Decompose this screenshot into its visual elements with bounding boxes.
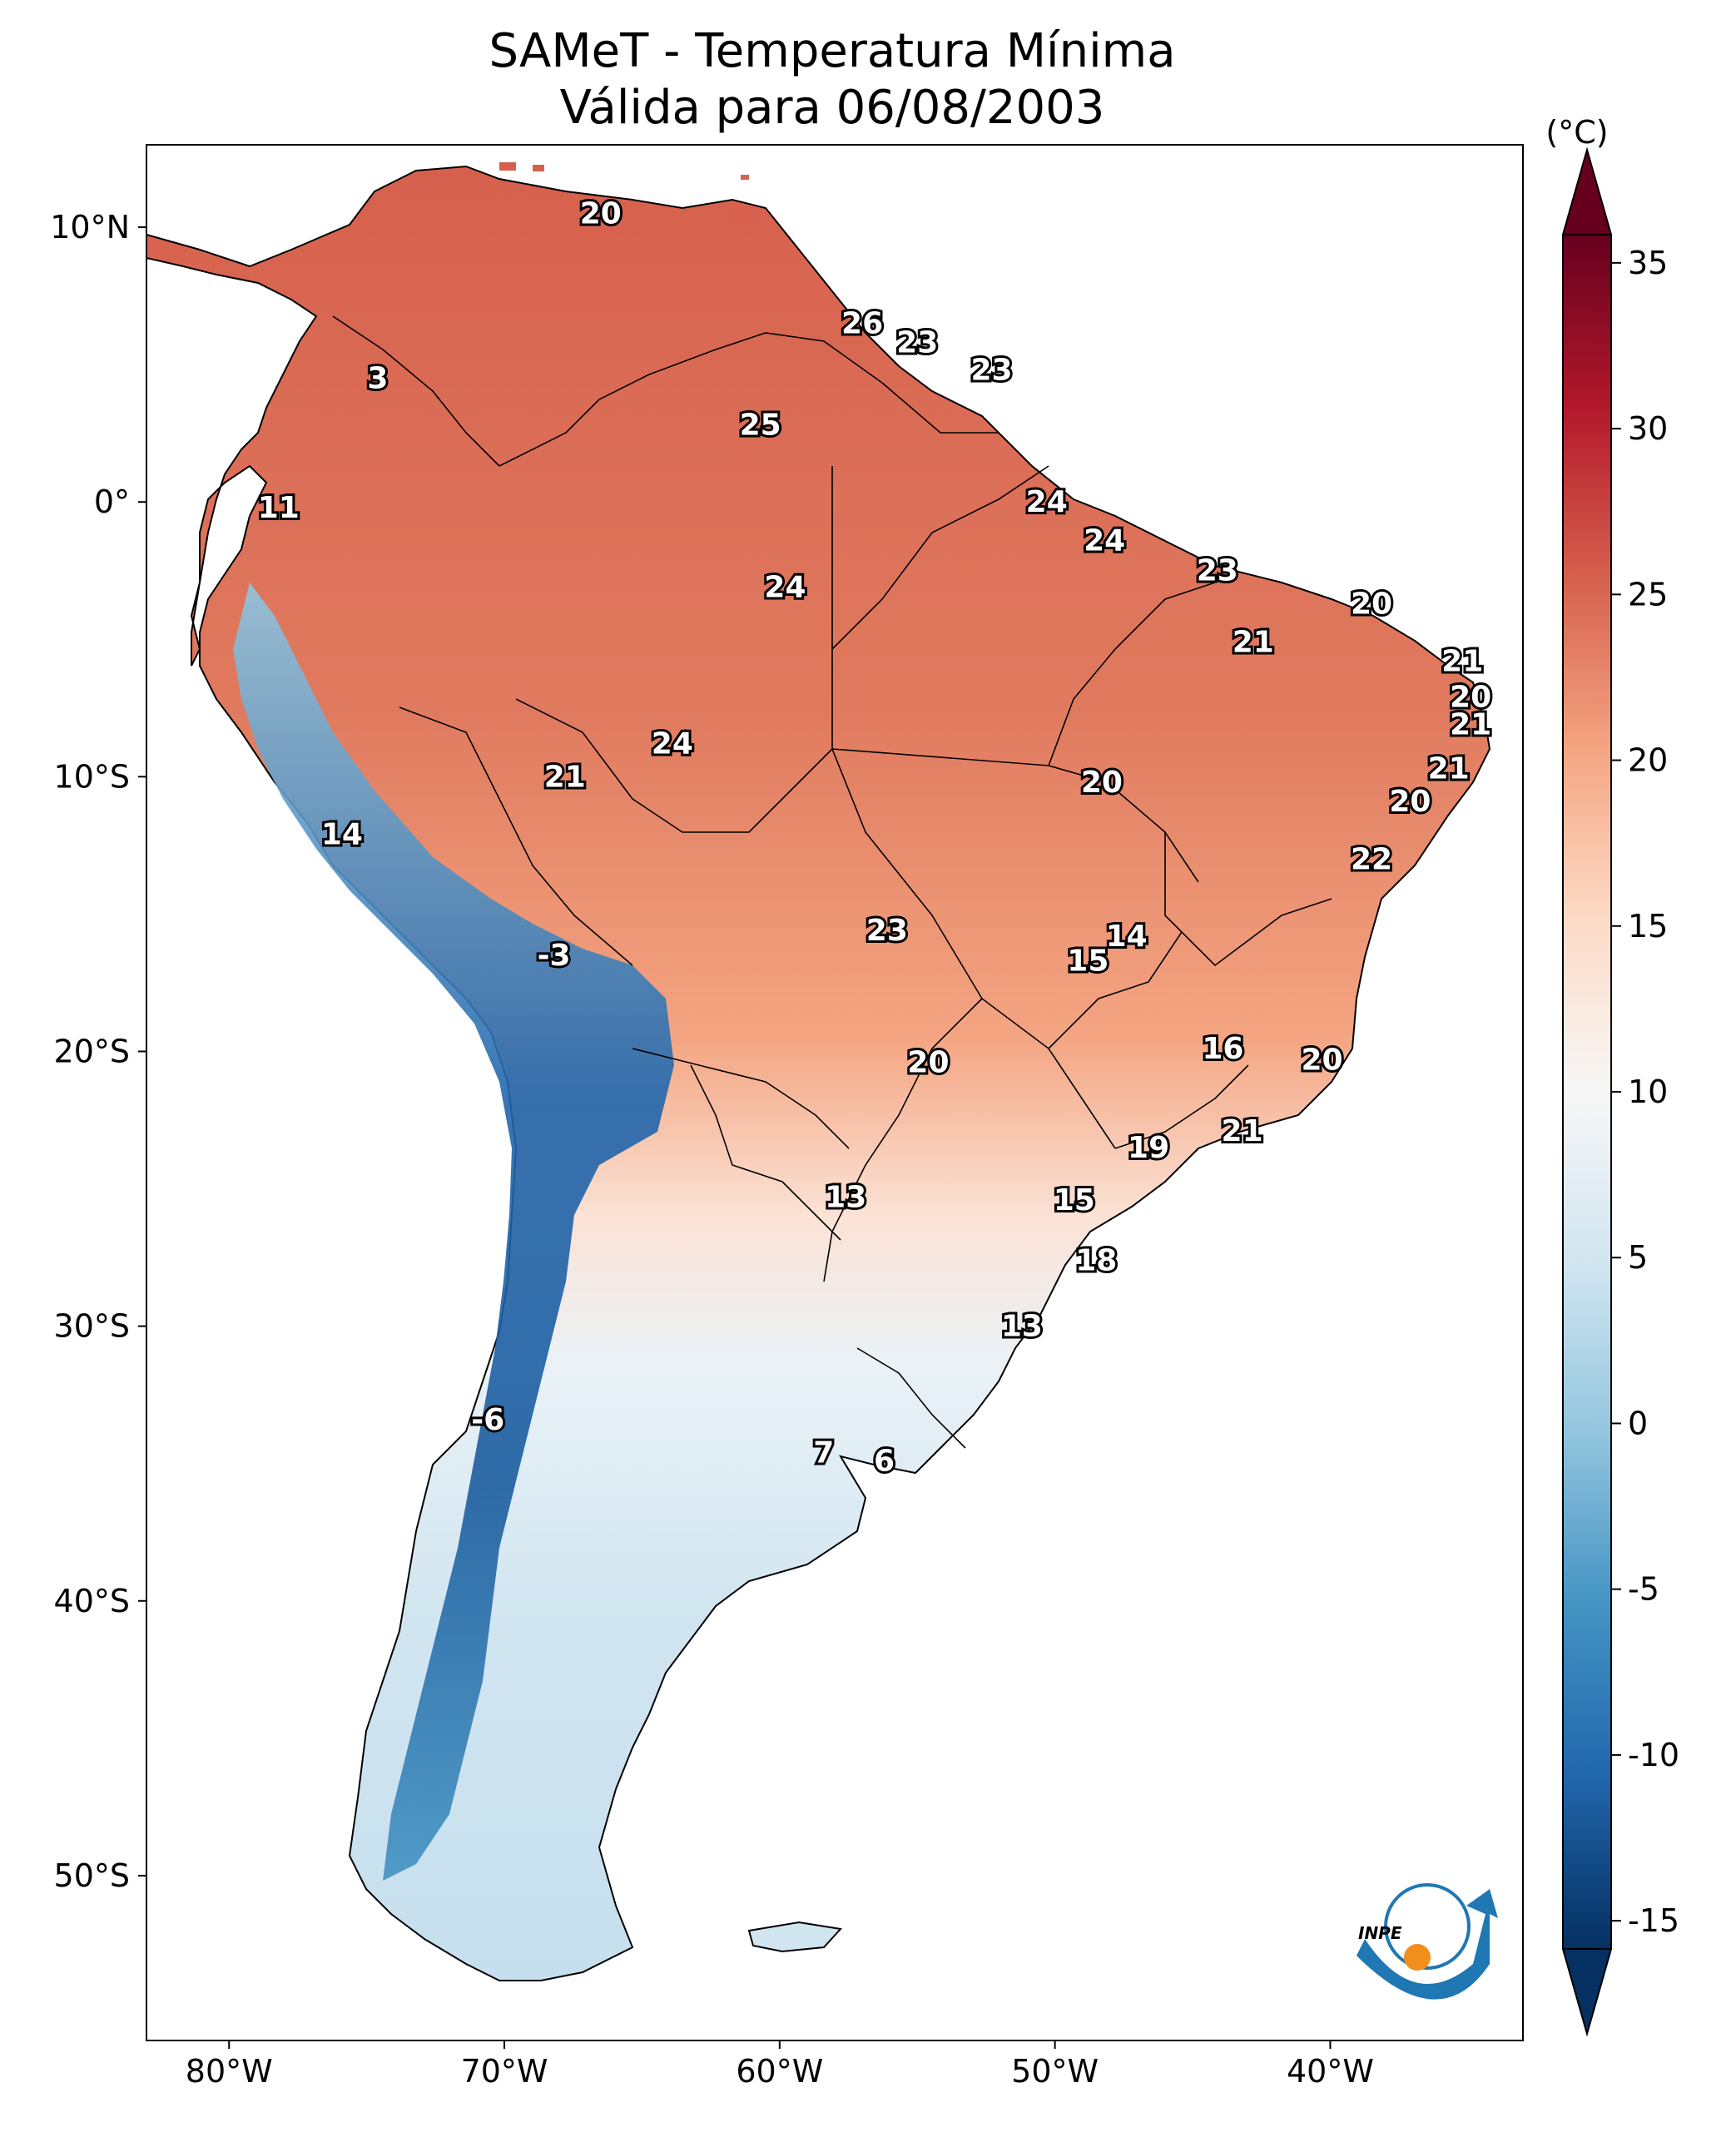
station-value: -3 [538, 939, 571, 973]
station-value: 15 [1054, 1183, 1095, 1217]
island [533, 165, 544, 171]
station-value: 24 [1026, 485, 1068, 519]
lat-tick-label: 20°S [54, 1033, 130, 1069]
island [741, 175, 749, 180]
latitude-ticks: 10°N 0° 10°S 20°S 30°S 40°S 50°S [50, 209, 146, 1894]
map-title: SAMeT - Temperatura Mínima Válida para 0… [0, 23, 1664, 136]
station-value: 14 [1106, 920, 1148, 954]
lon-tick-label: 60°W [736, 2053, 823, 2090]
station-value: 26 [841, 307, 883, 341]
station-value: 21 [544, 760, 586, 794]
island [732, 208, 757, 223]
station-value: 14 [321, 818, 363, 852]
station-value: 24 [652, 727, 693, 761]
inpe-logo-ring [1384, 1883, 1471, 1970]
lat-tick-label: 10°S [54, 758, 130, 795]
lon-tick-label: 80°W [186, 2053, 273, 2090]
station-value: 21 [1233, 626, 1274, 660]
map-frame [146, 144, 1524, 2041]
station-value: 13 [825, 1180, 866, 1214]
station-value: 19 [1128, 1131, 1169, 1165]
lat-tick-label: 50°S [54, 1857, 130, 1894]
colorbar-tick-label: 15 [1628, 908, 1668, 945]
station-value: 20 [580, 197, 622, 231]
lat-tick-label: 40°S [54, 1583, 130, 1619]
station-value: 20 [907, 1046, 949, 1080]
station-value: 21 [1222, 1114, 1263, 1148]
station-value: 20 [1301, 1043, 1342, 1077]
station-value: 21 [1441, 645, 1483, 679]
colorbar: (°C) 35 30 25 20 15 10 5 0 -5 -10 -15 [1545, 114, 1679, 2037]
inpe-logo-dot [1404, 1944, 1431, 1971]
station-value: 20 [1351, 587, 1392, 621]
lat-tick-label: 0° [94, 483, 130, 520]
falkland-islands [747, 1921, 842, 1953]
colorbar-tick-label: -10 [1628, 1737, 1679, 1773]
colorbar-tick-label: 10 [1628, 1074, 1668, 1110]
colorbar-tick-label: -5 [1628, 1571, 1659, 1608]
station-value: 24 [1084, 523, 1125, 558]
colorbar-tick-label: 30 [1628, 410, 1668, 447]
station-value: 21 [1428, 751, 1470, 786]
station-value: 6 [874, 1444, 895, 1478]
station-value: 23 [896, 326, 938, 360]
colorbar-top-arrow [1561, 146, 1613, 236]
colorbar-bar [1562, 234, 1612, 1950]
station-value: 20 [1450, 681, 1491, 715]
inpe-logo: INPE [1357, 1883, 1498, 2000]
station-value: 21 [1450, 708, 1491, 742]
lat-tick-label: 10°N [50, 209, 130, 245]
island [499, 162, 516, 171]
title-line-2: Válida para 06/08/2003 [559, 81, 1105, 135]
colorbar-tick-label: 25 [1628, 576, 1668, 612]
station-value: 22 [1351, 842, 1392, 876]
station-value: 23 [866, 914, 908, 948]
colorbar-tick-label: 35 [1628, 245, 1668, 281]
colorbar-ticks: 35 30 25 20 15 10 5 0 -5 -10 -15 [1611, 245, 1679, 1939]
lon-tick-label: 40°W [1287, 2053, 1374, 2090]
colorbar-unit-label: (°C) [1545, 114, 1608, 151]
inpe-logo-swoosh [1357, 1889, 1498, 2000]
station-value: 16 [1202, 1032, 1243, 1066]
andes-cold-band [233, 583, 674, 1881]
station-value: 25 [740, 409, 781, 443]
station-value: 20 [1081, 766, 1123, 800]
station-value: 13 [1001, 1310, 1043, 1344]
station-value: -6 [471, 1403, 504, 1437]
colorbar-tick-label: 20 [1628, 742, 1668, 779]
station-value: 7 [813, 1435, 834, 1470]
station-value: 23 [1197, 554, 1238, 588]
station-value: 23 [971, 354, 1013, 388]
lat-tick-label: 30°S [54, 1308, 130, 1345]
inpe-logo-text: INPE [1358, 1923, 1402, 1943]
station-value: 18 [1075, 1243, 1117, 1277]
lon-tick-label: 70°W [461, 2053, 548, 2090]
title-line-1: SAMeT - Temperatura Mínima [489, 24, 1176, 78]
lon-tick-label: 50°W [1011, 2053, 1099, 2090]
station-value: 11 [258, 491, 300, 525]
colorbar-tick-label: 5 [1628, 1239, 1648, 1276]
station-value: 24 [764, 571, 806, 605]
station-value: 20 [1389, 785, 1431, 819]
colorbar-bottom-arrow [1561, 1948, 1613, 2037]
station-value: 15 [1067, 945, 1109, 979]
colorbar-tick-label: -15 [1628, 1902, 1679, 1939]
longitude-ticks: 80°W 70°W 60°W 50°W 40°W [186, 2040, 1374, 2090]
colorbar-tick-label: 0 [1628, 1405, 1648, 1441]
country-borders [332, 315, 1332, 1449]
station-value: 3 [367, 362, 388, 396]
